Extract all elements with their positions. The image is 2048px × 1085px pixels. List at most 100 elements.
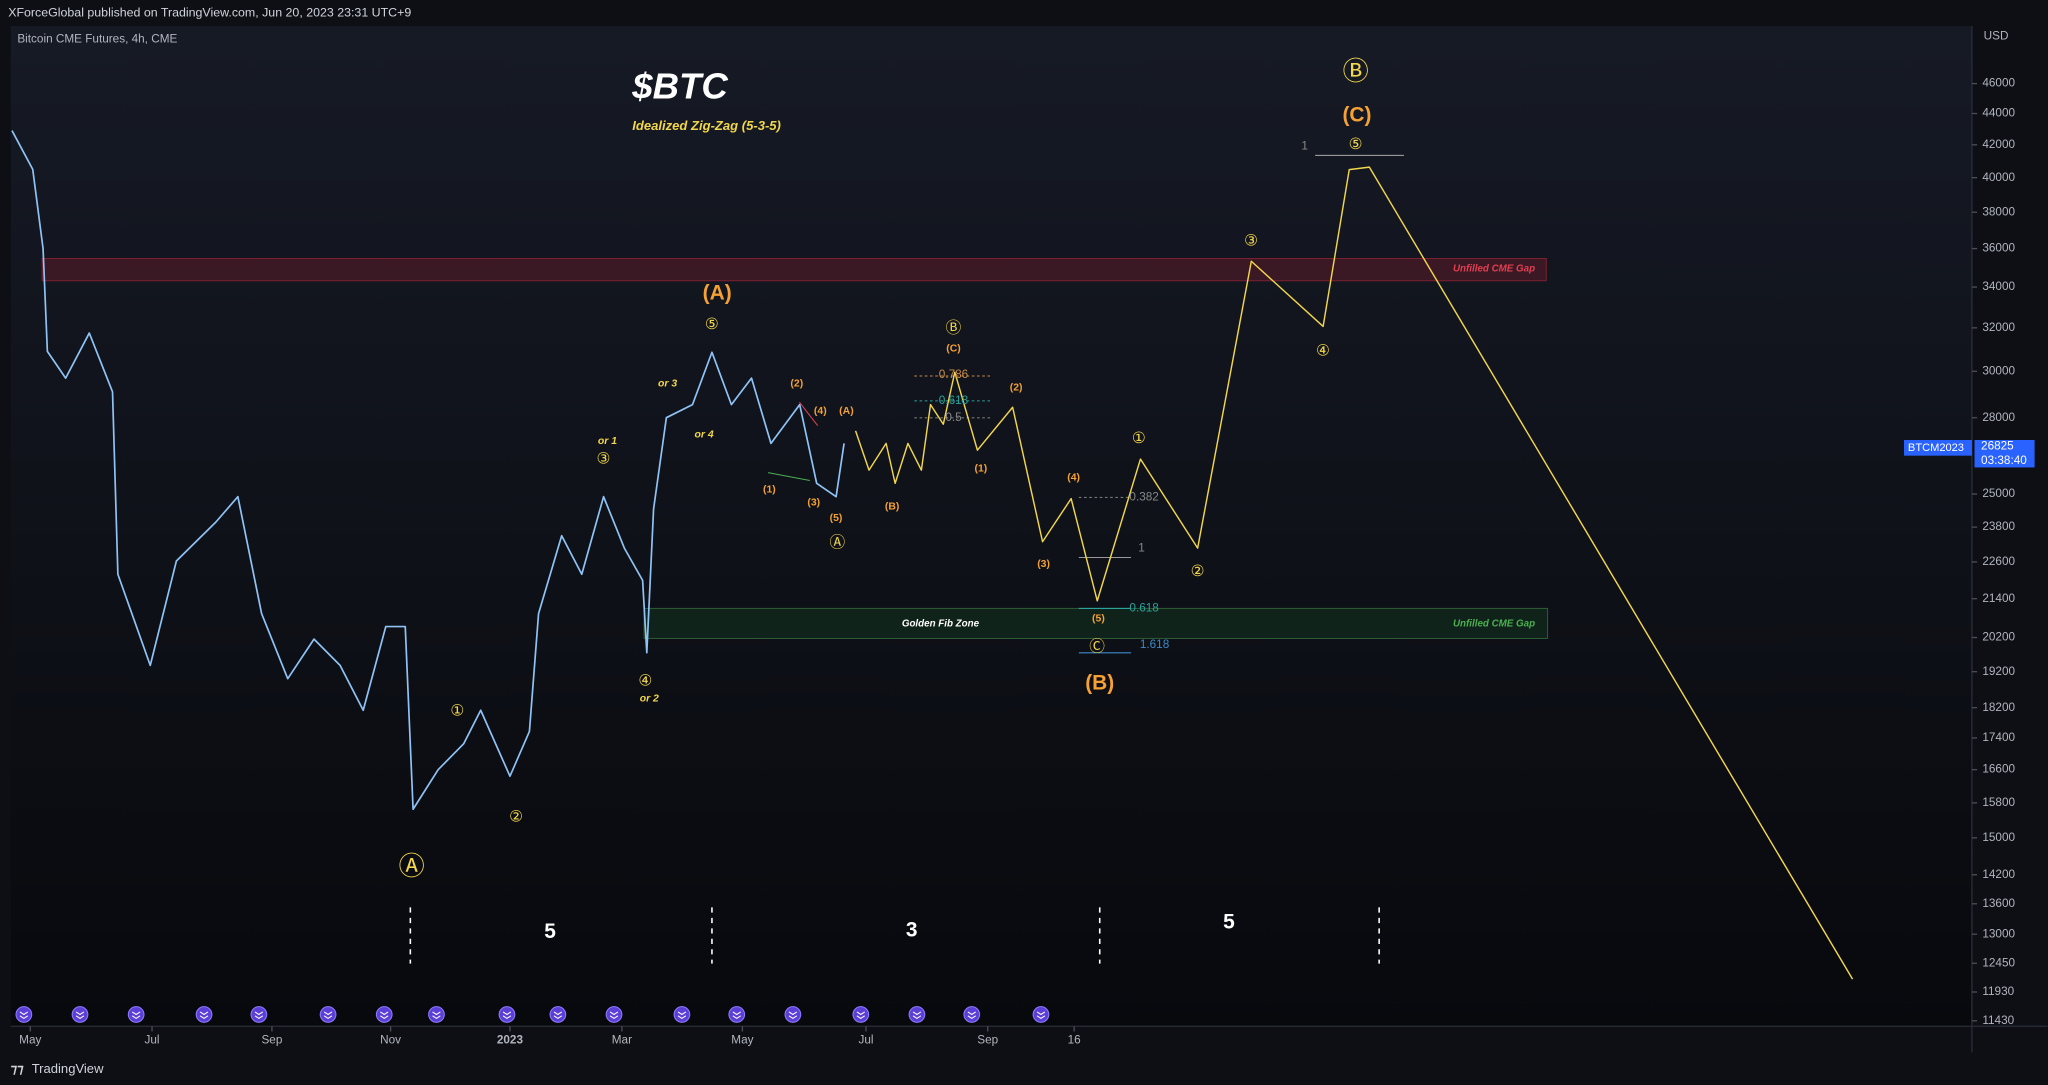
annotation: Ⓑ (1343, 56, 1369, 86)
event-icon-glyph (254, 1011, 264, 1020)
annotation: Ⓒ (1089, 638, 1105, 656)
currency-label: USD (1984, 30, 2009, 43)
y-tick-label: 11430 (1982, 1014, 2014, 1027)
trend-line (799, 401, 819, 426)
annotation: or 2 (640, 693, 659, 704)
footer-logo: ⁊⁊ (11, 1061, 24, 1076)
y-tick-label: 34000 (1982, 280, 2015, 293)
annotation: (4) (814, 406, 827, 417)
event-icon-glyph (856, 1011, 865, 1020)
y-tick-label: 15800 (1982, 796, 2015, 809)
annotation: 0.382 (1129, 491, 1158, 504)
annotation: (2) (790, 379, 803, 390)
annotation: ③ (1244, 233, 1258, 250)
symbol-tag-label: BTCM2023 (1908, 442, 1964, 454)
annotation: Ⓐ (399, 851, 425, 881)
event-icon-glyph (912, 1011, 922, 1020)
annotation: ⑤ (1349, 136, 1363, 153)
y-tick-label: 13000 (1982, 927, 2015, 940)
annotation: (1) (763, 484, 776, 495)
annotation: (5) (1092, 614, 1105, 625)
annotation: (A) (839, 406, 854, 417)
event-icon-glyph (380, 1011, 389, 1020)
y-tick-label: 25000 (1982, 487, 2015, 500)
y-tick-label: 20200 (1982, 631, 2015, 644)
y-tick-label: 30000 (1982, 364, 2015, 377)
x-tick-label: 16 (1068, 1034, 1082, 1047)
annotation: (A) (703, 281, 732, 304)
event-icon-glyph (19, 1011, 29, 1020)
wave-dividers (409, 907, 1380, 964)
annotation: Golden Fib Zone (902, 619, 980, 630)
instrument-label: Bitcoin CME Futures, 4h, CME (17, 32, 177, 45)
annotation: (5) (830, 513, 843, 524)
event-icon-glyph (199, 1011, 209, 1020)
y-tick-label: 46000 (1982, 77, 2015, 90)
annotation: (B) (1085, 672, 1114, 695)
annotation: ⑤ (705, 316, 719, 333)
annotation: Ⓐ (829, 533, 845, 551)
annotation: ④ (638, 673, 652, 690)
price-tag-label: 26825 (1981, 440, 2014, 453)
event-icon-glyph (553, 1011, 563, 1020)
annotation: ③ (597, 451, 611, 468)
annotation: (3) (807, 497, 820, 508)
annotation: 0.5 (945, 411, 962, 424)
x-tick-label: Jul (858, 1034, 873, 1047)
annotation: 1 (1301, 139, 1308, 152)
annotation: (4) (1067, 473, 1080, 484)
event-icon-glyph (788, 1011, 798, 1020)
event-icon-glyph (609, 1011, 619, 1020)
annotation: 0.618 (1129, 602, 1159, 615)
event-icon-glyph (131, 1011, 141, 1020)
price-line (11, 130, 845, 811)
annotation: (3) (1037, 559, 1050, 570)
y-tick-label: 38000 (1982, 205, 2015, 218)
footer-brand: TradingView (32, 1061, 104, 1076)
event-icon-glyph (432, 1011, 441, 1020)
event-icon-glyph (677, 1011, 687, 1020)
cme-gap-zone (41, 257, 1547, 282)
x-tick-label: 2023 (497, 1034, 524, 1047)
y-tick-label: 23800 (1982, 520, 2015, 533)
chart-title: $BTC (631, 65, 728, 106)
annotation: 5 (1223, 911, 1235, 934)
event-icons (15, 1006, 1050, 1023)
y-tick-label: 44000 (1982, 107, 2015, 120)
annotation: ① (450, 703, 464, 720)
annotation: 0.786 (939, 368, 969, 381)
annotation: 1 (1138, 541, 1145, 554)
chart-pane (10, 26, 1972, 1027)
annotation: Ⓑ (946, 319, 962, 337)
annotation: or 1 (598, 436, 617, 447)
y-tick-label: 17400 (1982, 731, 2015, 744)
x-tick-label: Sep (261, 1034, 282, 1047)
annotation: (B) (885, 501, 900, 512)
publish-info: XForceGlobal published on TradingView.co… (8, 5, 411, 19)
countdown-label: 03:38:40 (1981, 454, 2027, 467)
y-tick-label: 18200 (1982, 701, 2015, 714)
y-tick-label: 22600 (1982, 555, 2015, 568)
annotation: ② (509, 808, 523, 825)
event-icon-glyph (967, 1011, 976, 1020)
annotation: ② (1191, 563, 1205, 580)
annotation: ④ (1316, 342, 1330, 359)
y-tick-label: 42000 (1982, 138, 2015, 151)
event-icon-glyph (75, 1011, 85, 1020)
y-tick-label: 16600 (1982, 763, 2015, 776)
chart-subtitle: Idealized Zig-Zag (5-3-5) (632, 118, 781, 133)
y-tick-label: 32000 (1982, 321, 2015, 334)
fib-levels (767, 154, 1404, 654)
y-tick-label: 14200 (1982, 868, 2015, 881)
y-tick-label: 12450 (1982, 956, 2015, 969)
y-tick-label: 21400 (1982, 592, 2015, 605)
event-icon-glyph (502, 1011, 512, 1020)
annotation: Unfilled CME Gap (1453, 619, 1535, 630)
annotation: 0.618 (939, 394, 969, 407)
x-tick-label: May (731, 1034, 753, 1047)
x-tick-label: May (19, 1034, 41, 1047)
y-tick-label: 11930 (1982, 985, 2014, 998)
trend-line (767, 472, 810, 481)
annotation: (C) (1342, 104, 1371, 127)
